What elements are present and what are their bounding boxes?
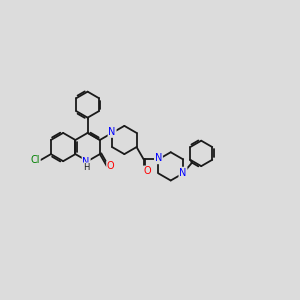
Text: H: H bbox=[83, 163, 89, 172]
Text: O: O bbox=[144, 166, 151, 176]
Text: Cl: Cl bbox=[30, 154, 40, 164]
Text: N: N bbox=[155, 153, 162, 164]
Text: N: N bbox=[108, 127, 116, 137]
Text: N: N bbox=[179, 167, 187, 178]
Text: O: O bbox=[107, 161, 115, 171]
Text: N: N bbox=[82, 157, 90, 167]
